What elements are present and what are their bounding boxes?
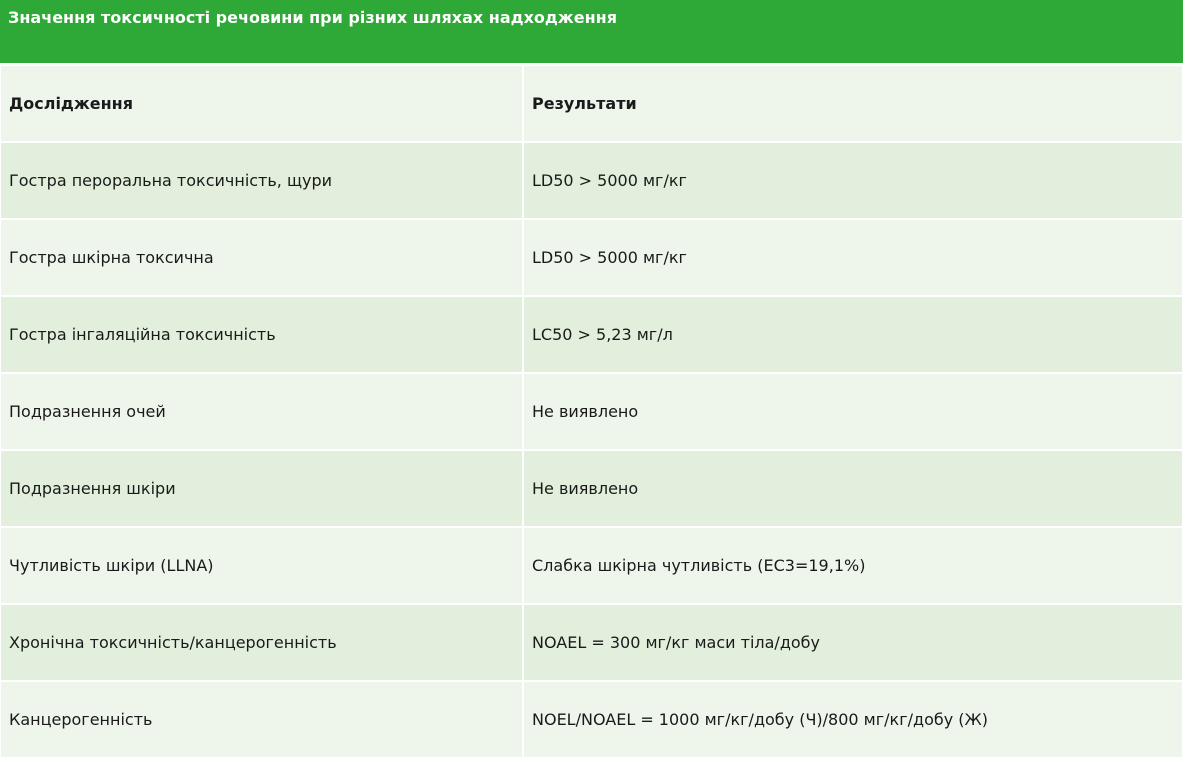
study-cell: Гостра пероральна токсичність, щури (1, 143, 522, 218)
result-cell: Не виявлено (524, 374, 1182, 449)
study-cell: Чутливість шкіри (LLNA) (1, 528, 522, 603)
table-header-row: Дослідження Результати (1, 66, 1182, 141)
table-row: Гостра пероральна токсичність, щури LD50 … (1, 143, 1182, 218)
table-row: Гостра інгаляційна токсичність LC50 > 5,2… (1, 297, 1182, 372)
table-row: Гостра шкірна токсична LD50 > 5000 мг/кг (1, 220, 1182, 295)
table-row: Подразнення очей Не виявлено (1, 374, 1182, 449)
result-cell: LC50 > 5,23 мг/л (524, 297, 1182, 372)
study-cell: Гостра інгаляційна токсичність (1, 297, 522, 372)
study-cell: Гостра шкірна токсична (1, 220, 522, 295)
column-header-results: Результати (524, 66, 1182, 141)
study-cell: Подразнення шкіри (1, 451, 522, 526)
study-cell: Канцерогенність (1, 682, 522, 757)
result-cell: LD50 > 5000 мг/кг (524, 143, 1182, 218)
toxicity-table: Дослідження Результати Гостра пероральна… (0, 64, 1183, 759)
study-cell: Хронічна токсичність/канцерогенність (1, 605, 522, 680)
result-cell: LD50 > 5000 мг/кг (524, 220, 1182, 295)
result-cell: NOAEL = 300 мг/кг маси тіла/добу (524, 605, 1182, 680)
column-header-study: Дослідження (1, 66, 522, 141)
table-row: Чутливість шкіри (LLNA) Слабка шкірна чут… (1, 528, 1182, 603)
result-cell: NOEL/NOAEL = 1000 мг/кг/добу (Ч)/800 мг/… (524, 682, 1182, 757)
study-cell: Подразнення очей (1, 374, 522, 449)
table-row: Хронічна токсичність/канцерогенність NOAE… (1, 605, 1182, 680)
table-row: Канцерогенність NOEL/NOAEL = 1000 мг/кг/д… (1, 682, 1182, 757)
result-cell: Не виявлено (524, 451, 1182, 526)
result-cell: Слабка шкірна чутливість (EC3=19,1%) (524, 528, 1182, 603)
table-row: Подразнення шкіри Не виявлено (1, 451, 1182, 526)
table-title: Значення токсичності речовини при різних… (0, 0, 1183, 63)
